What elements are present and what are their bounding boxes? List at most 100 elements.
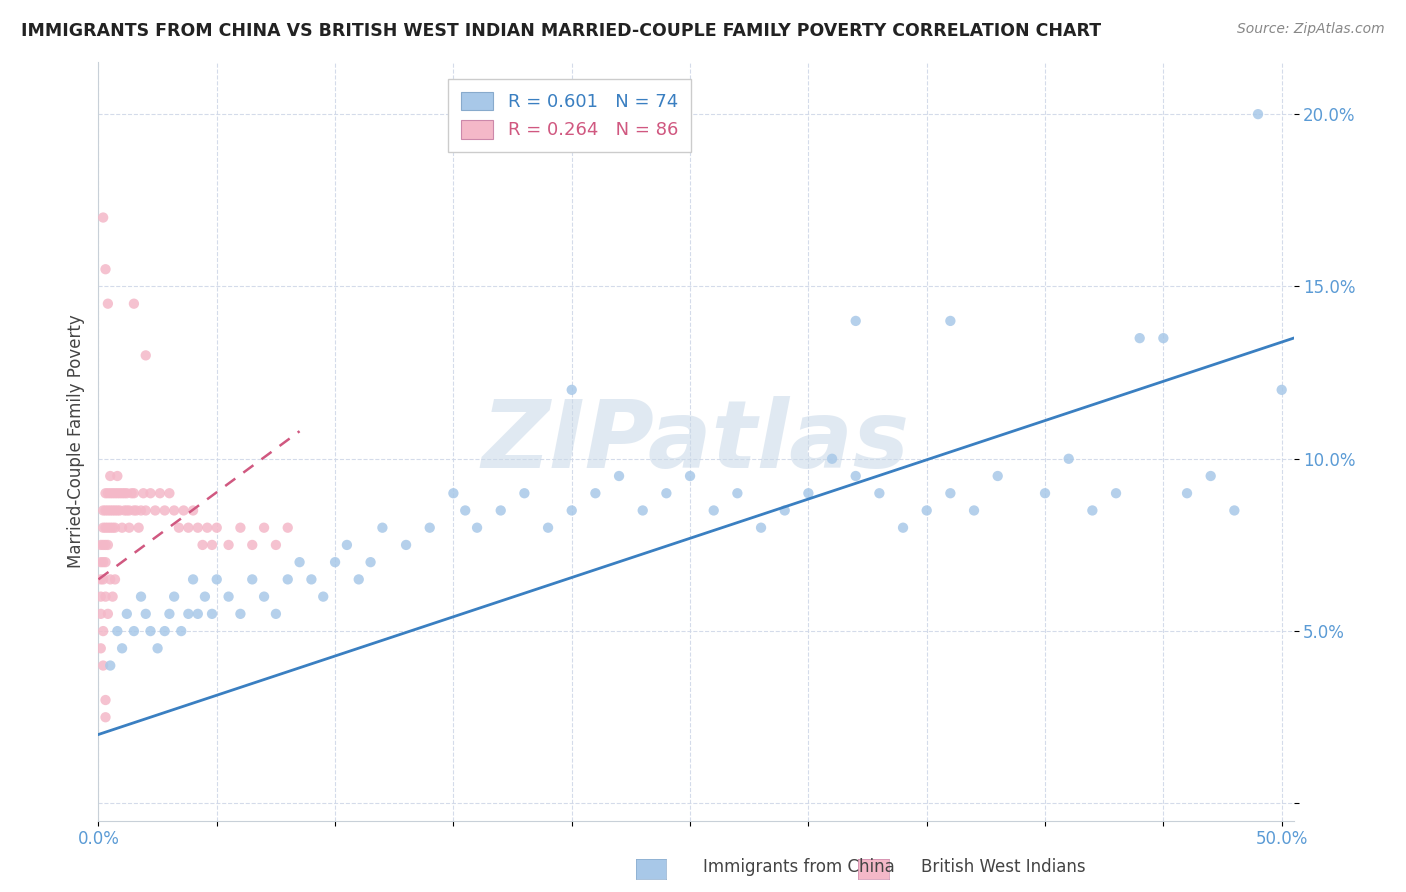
Point <box>915 503 938 517</box>
Point <box>146 641 169 656</box>
Point <box>537 521 560 535</box>
Text: Immigrants from China: Immigrants from China <box>703 858 894 876</box>
Point <box>205 521 228 535</box>
Point <box>312 590 335 604</box>
Point <box>94 538 117 552</box>
Point <box>229 607 252 621</box>
Point <box>177 521 200 535</box>
Point <box>253 590 276 604</box>
Point <box>94 521 117 535</box>
Point <box>153 503 176 517</box>
Point <box>607 469 630 483</box>
Point <box>891 521 914 535</box>
Point <box>187 607 209 621</box>
Y-axis label: Married-Couple Family Poverty: Married-Couple Family Poverty <box>66 315 84 568</box>
Point <box>1199 469 1222 483</box>
Point <box>454 503 477 517</box>
Point <box>1223 503 1246 517</box>
Point <box>939 486 962 500</box>
Point <box>98 573 121 587</box>
Point <box>98 486 121 500</box>
Point <box>868 486 890 500</box>
Point <box>97 607 120 621</box>
Point <box>108 503 131 517</box>
Point <box>118 503 141 517</box>
Point <box>118 521 141 535</box>
Point <box>173 503 195 517</box>
Point <box>253 521 276 535</box>
Point <box>1152 331 1174 345</box>
Point <box>139 624 162 639</box>
Text: British West Indians: British West Indians <box>921 858 1085 876</box>
Point <box>347 573 370 587</box>
Point <box>749 521 772 535</box>
Point <box>91 211 114 225</box>
Point <box>94 262 117 277</box>
Point <box>114 486 136 500</box>
Point <box>90 555 112 569</box>
Point <box>845 469 868 483</box>
Point <box>90 573 112 587</box>
Point <box>98 521 121 535</box>
Point <box>97 296 120 310</box>
Point <box>441 486 464 500</box>
Point <box>489 503 512 517</box>
Point <box>1271 383 1294 397</box>
Point <box>187 521 209 535</box>
Point <box>94 555 117 569</box>
Point <box>939 314 962 328</box>
Point <box>125 503 148 517</box>
Point <box>111 486 134 500</box>
Point <box>105 503 128 517</box>
Point <box>122 503 145 517</box>
Point <box>104 486 127 500</box>
Point <box>122 624 145 639</box>
Point <box>264 538 287 552</box>
Point <box>987 469 1010 483</box>
Point <box>191 538 214 552</box>
Point <box>91 573 114 587</box>
Point <box>201 607 224 621</box>
Point <box>121 486 143 500</box>
Point <box>229 521 252 535</box>
Point <box>163 503 186 517</box>
Point <box>679 469 702 483</box>
Point <box>94 503 117 517</box>
Point <box>149 486 172 500</box>
Point <box>111 641 134 656</box>
Point <box>97 503 120 517</box>
Point <box>104 521 127 535</box>
Point <box>205 573 228 587</box>
Point <box>128 521 150 535</box>
Point <box>135 503 157 517</box>
Point <box>132 486 155 500</box>
Point <box>98 469 121 483</box>
Point <box>181 503 204 517</box>
Point <box>91 503 114 517</box>
Point <box>105 469 128 483</box>
Point <box>655 486 678 500</box>
Point <box>97 521 120 535</box>
Point <box>114 503 136 517</box>
Point <box>583 486 606 500</box>
Point <box>98 658 121 673</box>
Point <box>91 521 114 535</box>
Point <box>98 503 121 517</box>
Point <box>299 573 322 587</box>
Point <box>725 486 748 500</box>
Point <box>181 573 204 587</box>
Point <box>153 624 176 639</box>
Point <box>360 555 382 569</box>
Point <box>91 624 114 639</box>
Point <box>104 573 127 587</box>
Point <box>1247 107 1270 121</box>
Point <box>90 590 112 604</box>
Point <box>122 296 145 310</box>
Point <box>195 521 218 535</box>
Point <box>91 538 114 552</box>
Point <box>90 607 112 621</box>
Point <box>170 624 193 639</box>
Point <box>101 486 124 500</box>
Point <box>631 503 654 517</box>
Point <box>773 503 796 517</box>
